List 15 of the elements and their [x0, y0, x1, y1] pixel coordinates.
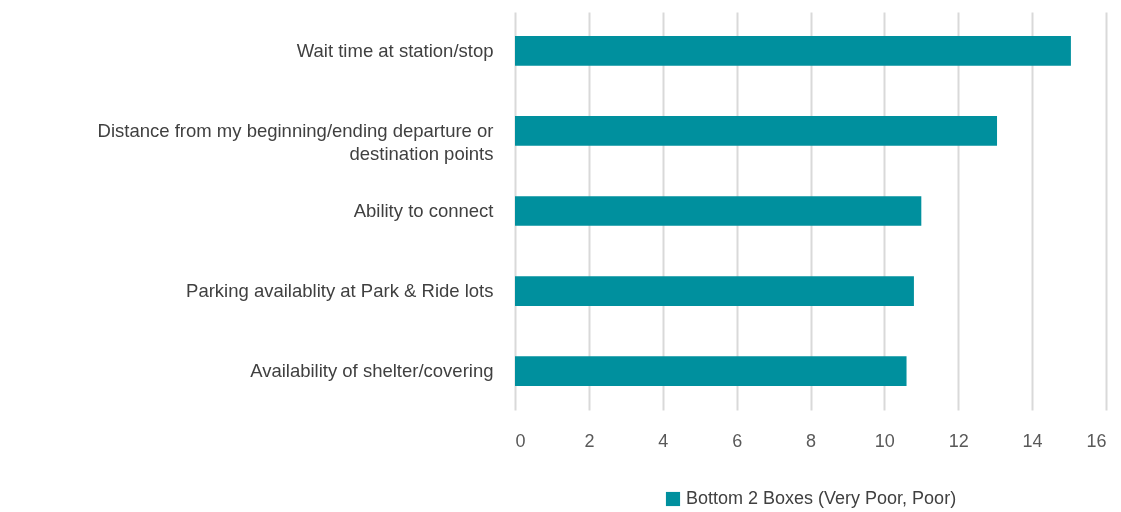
x-tick-label: 16	[1086, 430, 1107, 451]
x-tick-label: 10	[874, 430, 895, 451]
y-tick-label: Ability to connect	[353, 200, 494, 221]
y-tick-label: Availability of shelter/covering	[250, 360, 494, 382]
x-tick-label: 4	[658, 430, 669, 451]
legend-label: Bottom 2 Boxes (Very Poor, Poor)	[686, 488, 957, 508]
x-tick-label: 2	[584, 430, 595, 451]
x-tick-label: 0	[515, 430, 526, 451]
x-tick-label: 8	[805, 430, 817, 451]
x-tick-label: 12	[948, 430, 969, 451]
x-tick-label: 14	[1022, 430, 1043, 451]
y-tick-label: Wait time at station/stop	[296, 39, 494, 61]
y-tick-label: Distance from my beginning/ending departure or destination points	[97, 119, 494, 164]
y-tick-label: Parking availablity at Park & Ride lots	[186, 280, 494, 302]
x-tick-label: 6	[732, 430, 743, 451]
